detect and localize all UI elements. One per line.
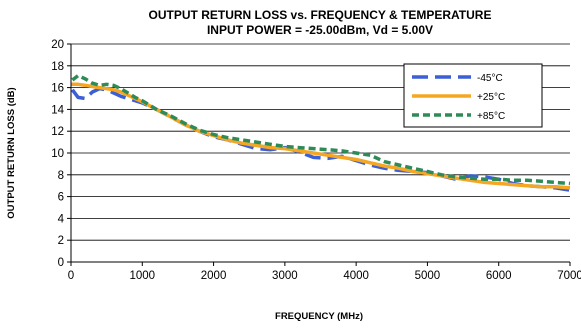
legend-label-1: -45°C xyxy=(477,73,503,84)
x-tick-label: 5000 xyxy=(415,270,441,282)
chart-subtitle: INPUT POWER = -25.00dBm, Vd = 5.00V xyxy=(207,23,433,37)
y-tick-label: 12 xyxy=(51,126,64,138)
y-tick-label: 16 xyxy=(51,83,64,95)
y-tick-label: 8 xyxy=(58,170,64,182)
x-tick-label: 2000 xyxy=(201,270,227,282)
series-lines xyxy=(71,73,571,192)
y-tick-label: 2 xyxy=(58,235,64,247)
x-tick-label: 0 xyxy=(68,270,74,282)
legend-label-2: +25°C xyxy=(477,92,505,103)
y-tick-label: 4 xyxy=(58,213,65,225)
series-line-2 xyxy=(71,82,571,190)
y-tick-label: 14 xyxy=(51,104,64,116)
y-tick-label: 6 xyxy=(58,192,64,204)
x-tick-label: 7000 xyxy=(557,270,581,282)
x-tick-labels: 0 1000 2000 3000 4000 5000 6000 7000 xyxy=(68,270,581,282)
legend: -45°C +25°C +85°C xyxy=(403,63,543,128)
x-tick-label: 6000 xyxy=(486,270,512,282)
y-tick-label: 18 xyxy=(51,61,64,73)
x-tick-label: 1000 xyxy=(129,270,155,282)
chart-title: OUTPUT RETURN LOSS vs. FREQUENCY & TEMPE… xyxy=(149,8,492,22)
legend-items: -45°C +25°C +85°C xyxy=(412,73,505,122)
y-tick-label: 20 xyxy=(51,39,64,51)
y-tick-label: 10 xyxy=(51,148,64,160)
y-axis-title: OUTPUT RETURN LOSS (dB) xyxy=(6,87,17,218)
x-tick-label: 3000 xyxy=(272,270,298,282)
x-axis-title: FREQUENCY (MHz) xyxy=(275,311,363,322)
y-tick-labels: 0 2 4 6 8 10 12 14 16 18 20 xyxy=(51,39,64,269)
x-tick-label: 4000 xyxy=(343,270,369,282)
series-line-3 xyxy=(71,73,571,186)
y-tick-label: 0 xyxy=(58,257,64,269)
legend-label-3: +85°C xyxy=(477,111,505,122)
axes xyxy=(67,43,571,266)
